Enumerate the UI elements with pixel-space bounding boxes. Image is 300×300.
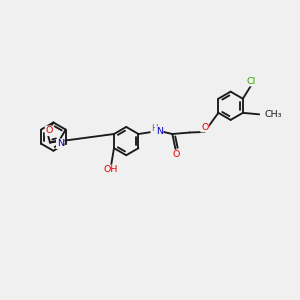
Text: CH₃: CH₃: [265, 110, 282, 119]
Text: N: N: [156, 127, 163, 136]
Text: H: H: [151, 124, 158, 133]
Text: O: O: [46, 126, 53, 135]
Text: OH: OH: [104, 165, 118, 174]
Text: O: O: [201, 123, 208, 132]
Text: N: N: [57, 139, 64, 148]
Text: Cl: Cl: [247, 77, 256, 86]
Text: O: O: [173, 150, 180, 159]
